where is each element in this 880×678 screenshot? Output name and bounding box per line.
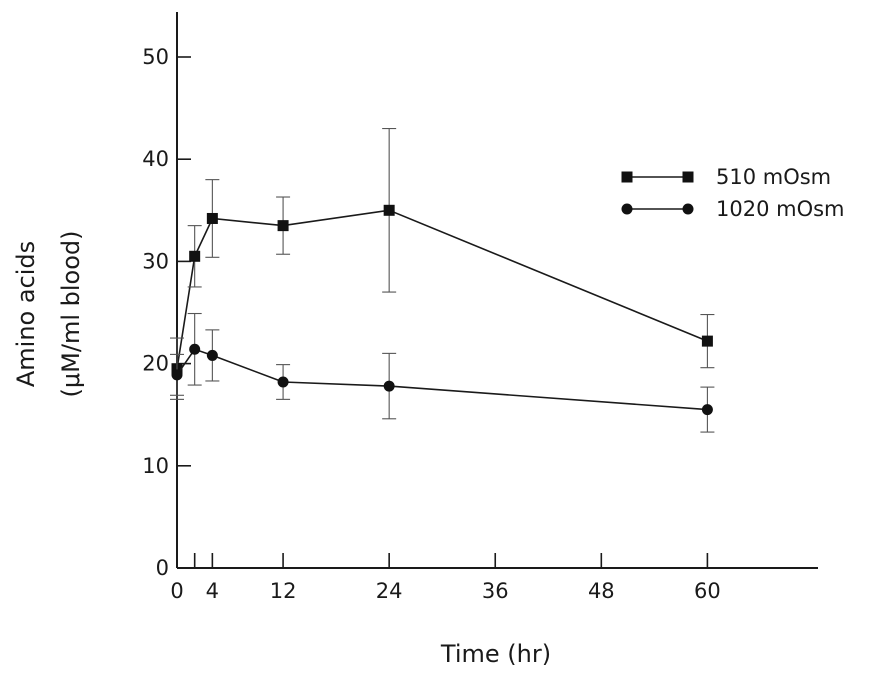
y-tick-label: 50 xyxy=(142,45,169,69)
y-tick-label: 40 xyxy=(142,147,169,171)
data-point xyxy=(277,220,289,232)
data-point xyxy=(171,369,183,381)
legend-marker xyxy=(621,203,633,215)
y-tick-label: 20 xyxy=(142,352,169,376)
legend-item-2: 1020 mOsm xyxy=(621,197,845,221)
x-tick-label: 48 xyxy=(588,579,615,603)
data-point xyxy=(206,212,218,224)
x-tick-label: 4 xyxy=(206,579,219,603)
data-point xyxy=(383,380,395,392)
y-axis-title-line-1: Amino acids xyxy=(12,241,40,387)
series-1 xyxy=(170,127,715,400)
x-tick-label: 36 xyxy=(482,579,509,603)
x-axis-title: Time (hr) xyxy=(440,640,551,668)
data-point xyxy=(206,349,218,361)
data-point xyxy=(189,250,201,262)
x-tick-label: 0 xyxy=(170,579,183,603)
legend-label: 1020 mOsm xyxy=(716,197,845,221)
y-axis-title-line-2: (μM/ml blood) xyxy=(57,231,85,398)
legend: 510 mOsm 1020 mOsm xyxy=(621,165,845,221)
series-layer xyxy=(170,127,715,433)
series-line xyxy=(176,209,708,369)
x-tick-label: 12 xyxy=(270,579,297,603)
legend-label: 510 mOsm xyxy=(716,165,831,189)
series-2 xyxy=(170,312,715,433)
y-tick-label: 10 xyxy=(142,454,169,478)
x-tick-label: 24 xyxy=(376,579,403,603)
x-ticks: 0 4 12 24 36 48 60 xyxy=(170,553,721,603)
x-tick-label: 60 xyxy=(694,579,721,603)
data-point xyxy=(701,404,713,416)
axes xyxy=(176,12,818,569)
legend-marker xyxy=(682,203,694,215)
legend-marker xyxy=(682,171,694,183)
data-point xyxy=(383,204,395,216)
y-ticks: 0 10 20 30 40 50 xyxy=(142,45,191,580)
y-tick-label: 30 xyxy=(142,249,169,273)
legend-item-1: 510 mOsm xyxy=(621,165,831,189)
y-tick-label: 0 xyxy=(156,556,169,580)
data-point xyxy=(277,376,289,388)
data-point xyxy=(189,343,201,355)
series-line xyxy=(176,348,708,411)
data-point xyxy=(701,335,713,347)
legend-marker xyxy=(621,171,633,183)
